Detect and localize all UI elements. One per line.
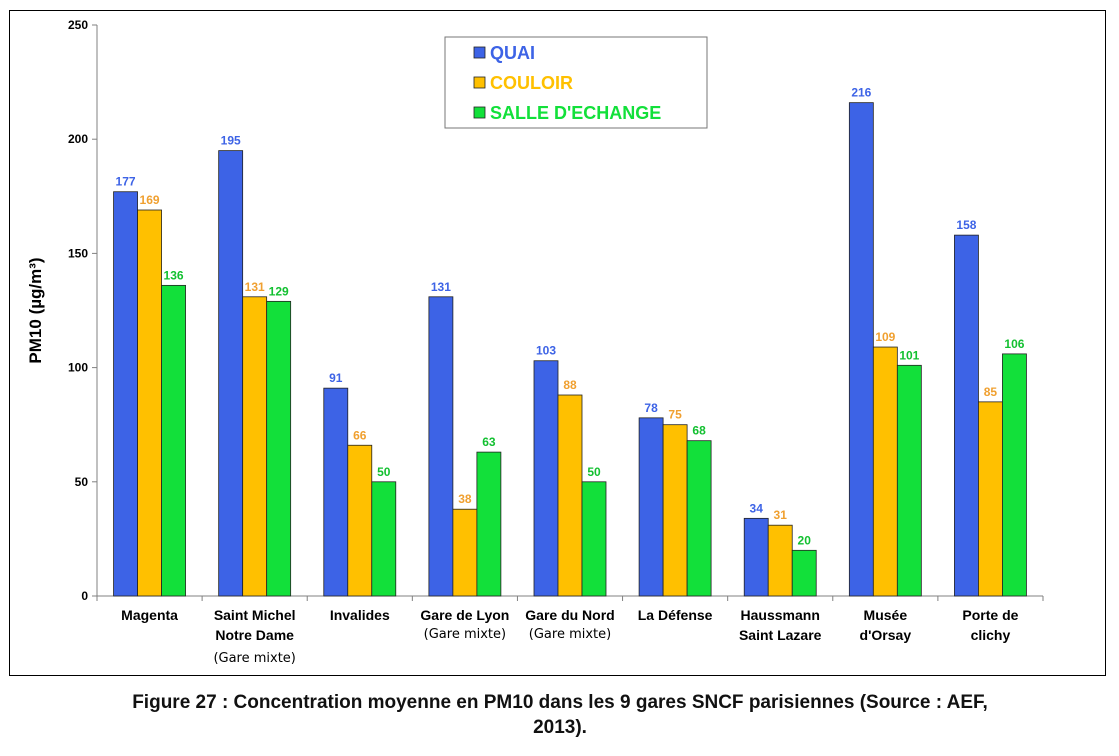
category-label: Invalides [330,607,390,623]
legend-swatch [473,106,486,119]
y-tick-label: 0 [81,589,88,603]
data-label: 136 [164,268,184,282]
y-tick-label: 50 [75,475,89,489]
bar-couloir [557,394,583,597]
data-label: 78 [644,401,658,415]
category-label: Porte de [962,607,1018,623]
bar-quai [218,150,244,597]
figure-caption: Figure 27 : Concentration moyenne en PM1… [20,690,1100,740]
caption-line-1: Figure 27 : Concentration moyenne en PM1… [132,692,988,713]
y-axis-title: PM10 (µg/m³) [26,257,45,363]
data-label: 216 [851,86,871,100]
data-label: 50 [587,465,601,479]
bar-quai [638,417,664,597]
data-label: 91 [329,371,343,385]
category-label: Saint Lazare [739,627,822,643]
data-label: 75 [668,408,682,422]
bar-salle-d-echange [791,549,817,597]
bar-salle-d-echange [476,451,502,597]
category-label: Gare de Lyon [420,607,509,623]
category-label: d'Orsay [860,627,912,643]
data-label: 131 [245,280,265,294]
legend-label: COULOIR [490,73,573,93]
bar-salle-d-echange [581,481,607,597]
bar-quai [848,102,874,597]
y-tick-label: 250 [68,18,88,32]
category-tag: (Gare mixte) [213,651,295,666]
bar-couloir [872,346,898,597]
pm10-bar-chart: 0 50 100 150 200 250 PM10 (µg/m³) 177 195 91 131 10… [26,18,1044,666]
data-label: 158 [956,218,976,232]
data-label: 68 [692,424,706,438]
category-tag: (Gare mixte) [424,627,506,642]
category-label: La Défense [638,607,713,623]
data-label: 129 [269,284,289,298]
bar-salle-d-echange [161,284,186,597]
y-tick-label: 100 [68,361,88,375]
bar-salle-d-echange [686,440,712,597]
data-label: 195 [221,134,241,148]
data-label: 50 [377,465,391,479]
category-label: Saint Michel [214,607,296,623]
bar-couloir [347,444,373,597]
y-tick-label: 150 [68,246,88,260]
bar-quai [113,191,138,597]
category-label: Haussmann [741,607,820,623]
bar-couloir [452,508,478,597]
legend-label: SALLE D'ECHANGE [490,103,661,123]
category-label: Gare du Nord [525,607,614,623]
data-label: 63 [482,435,496,449]
data-label: 177 [116,175,136,189]
category-label: clichy [971,627,1011,643]
bar-quai [954,234,979,597]
bar-couloir [242,296,268,597]
bar-quai [533,360,559,597]
data-label: 20 [798,533,812,547]
bar-salle-d-echange [896,364,922,597]
legend-label: QUAI [490,43,535,63]
data-label: 88 [563,378,577,392]
category-label: Musée [864,607,908,623]
data-label: 169 [140,193,160,207]
bar-salle-d-echange [371,481,397,597]
data-label: 31 [774,508,788,522]
category-tag: (Gare mixte) [529,627,611,642]
bar-couloir [978,401,1003,597]
data-label: 66 [353,428,367,442]
data-label: 38 [458,492,472,506]
data-label: 106 [1004,337,1024,351]
data-label: 85 [984,385,998,399]
legend-swatch [473,76,486,89]
bar-salle-d-echange [266,300,292,597]
data-label: 131 [431,280,451,294]
data-label: 103 [536,344,556,358]
data-label: 109 [875,330,895,344]
bar-quai [323,387,349,597]
category-label: Notre Dame [215,627,294,643]
bar-couloir [662,424,688,597]
category-label: Magenta [121,607,178,623]
bar-quai [743,517,769,597]
legend-swatch [473,46,486,59]
legend-box [444,36,708,129]
data-label: 34 [750,501,764,515]
caption-line-2: 2013). [533,717,587,738]
bar-couloir [767,524,793,597]
bar-couloir [137,209,162,597]
data-label: 101 [899,348,919,362]
bar-quai [428,296,454,597]
bar-salle-d-echange [1002,353,1027,597]
y-tick-label: 200 [68,132,88,146]
